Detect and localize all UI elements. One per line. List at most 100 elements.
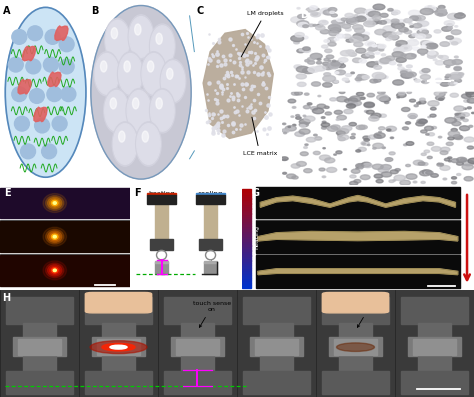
Circle shape [142,131,148,142]
Text: D: D [300,10,308,19]
Bar [242,238,251,241]
Circle shape [303,122,308,124]
Bar [155,262,168,274]
Circle shape [395,169,400,171]
Circle shape [424,6,436,11]
Circle shape [298,23,308,27]
Circle shape [337,21,343,23]
Bar [23,355,56,372]
Bar [13,337,65,356]
Circle shape [316,25,325,30]
Circle shape [464,137,474,142]
Circle shape [323,21,326,23]
Circle shape [401,69,408,73]
Circle shape [373,16,381,20]
Circle shape [359,59,367,63]
Circle shape [47,264,62,276]
Circle shape [383,19,391,23]
Circle shape [128,15,154,59]
Circle shape [372,116,377,118]
Circle shape [405,121,410,124]
Bar [242,273,251,276]
Bar [102,323,135,338]
Circle shape [156,98,162,109]
Circle shape [364,103,374,108]
Circle shape [404,47,408,49]
Circle shape [349,122,356,126]
Circle shape [304,169,312,173]
Circle shape [111,28,118,39]
Circle shape [288,126,291,127]
Circle shape [464,100,470,102]
Circle shape [431,173,438,177]
Circle shape [393,180,396,181]
Ellipse shape [45,29,60,44]
Circle shape [410,16,419,20]
Circle shape [415,16,420,18]
Bar [401,297,468,324]
Bar [204,204,217,239]
Circle shape [463,160,474,166]
Circle shape [417,102,421,104]
Circle shape [348,18,360,23]
Bar [242,218,251,221]
Circle shape [409,23,412,25]
Circle shape [346,73,352,77]
Circle shape [303,25,309,27]
Circle shape [421,153,426,156]
Circle shape [459,126,470,131]
Circle shape [392,19,399,23]
Circle shape [350,175,356,178]
Ellipse shape [59,59,74,74]
Circle shape [382,147,385,148]
Circle shape [291,17,304,23]
Text: heating: heating [148,191,175,197]
Circle shape [371,113,381,118]
Circle shape [455,119,457,121]
Circle shape [455,13,465,18]
Circle shape [304,116,315,121]
Circle shape [451,159,459,163]
Circle shape [434,91,444,96]
Circle shape [283,123,286,125]
Bar [242,191,251,194]
Circle shape [297,8,300,9]
Circle shape [455,26,458,27]
Circle shape [421,42,428,45]
Circle shape [302,48,310,52]
Circle shape [450,74,461,79]
Ellipse shape [42,144,56,159]
Text: LM droplets: LM droplets [241,11,283,57]
Circle shape [412,77,415,78]
Bar [172,337,224,356]
Circle shape [95,54,118,94]
Circle shape [370,79,378,83]
Circle shape [52,268,58,273]
Bar [242,206,251,208]
Circle shape [307,103,312,105]
Circle shape [381,164,392,170]
Circle shape [337,343,374,351]
Circle shape [135,24,141,35]
Circle shape [309,24,314,27]
Circle shape [337,115,346,120]
Circle shape [461,117,465,119]
Circle shape [132,98,139,109]
Text: touch sense
on: touch sense on [192,301,231,328]
Circle shape [323,75,336,82]
Circle shape [367,48,375,52]
Circle shape [291,35,304,42]
Circle shape [428,101,439,106]
Circle shape [413,23,422,28]
Circle shape [448,131,460,137]
Circle shape [346,17,357,22]
Circle shape [450,38,461,44]
Circle shape [415,15,425,20]
Circle shape [350,137,355,139]
Circle shape [455,135,463,140]
Circle shape [378,167,389,173]
Circle shape [353,58,362,63]
Ellipse shape [20,144,36,159]
Circle shape [308,58,314,61]
Bar [242,260,251,263]
